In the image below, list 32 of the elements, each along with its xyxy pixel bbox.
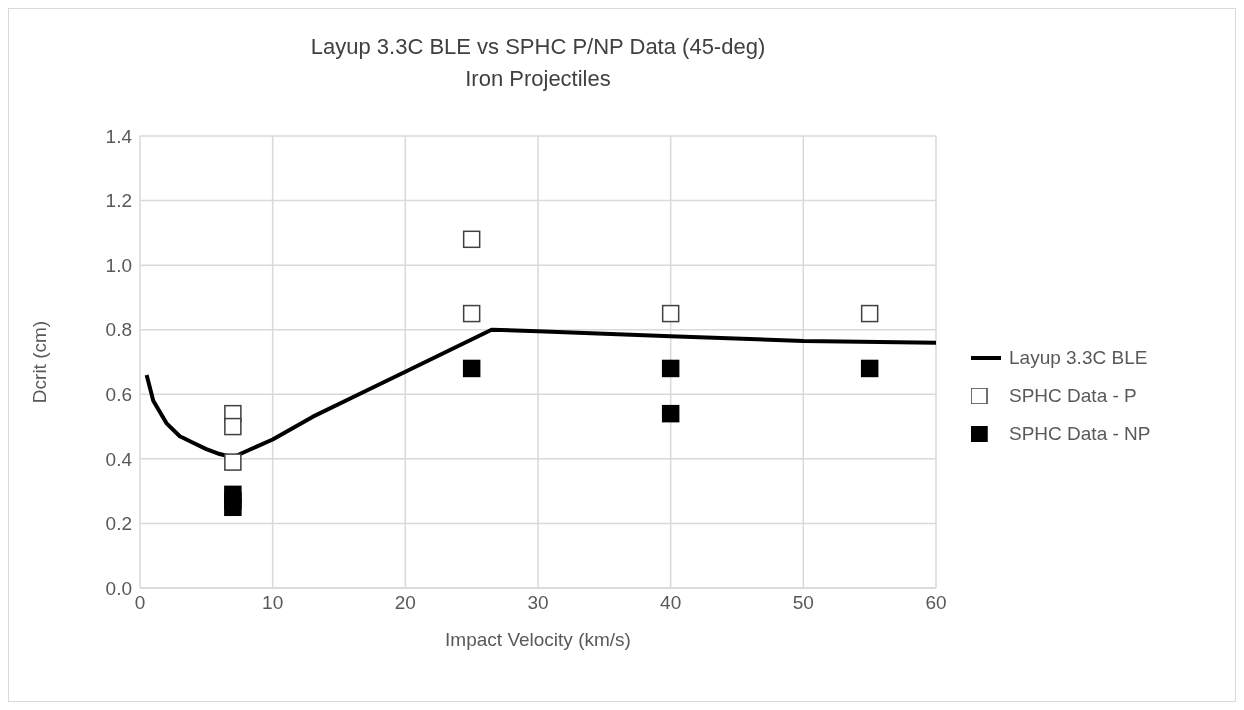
- point: [462, 230, 481, 249]
- x-tick-label: 40: [660, 592, 682, 614]
- legend-label: SPHC Data - NP: [1009, 423, 1151, 445]
- point: [860, 304, 879, 323]
- x-tick-label: 10: [262, 592, 284, 614]
- point: [462, 359, 481, 378]
- point: [661, 359, 680, 378]
- point: [462, 304, 481, 323]
- y-tick-label: 0.0: [105, 577, 132, 599]
- y-tick-label: 0.6: [105, 384, 132, 406]
- x-tick-label: 0: [134, 592, 146, 614]
- y-tick-label: 0.8: [105, 319, 132, 341]
- point: [661, 404, 680, 423]
- x-tick-label: 30: [527, 592, 549, 614]
- point: [224, 417, 242, 436]
- x-axis-title: Impact Velocity (km/s): [445, 629, 631, 650]
- x-tick-label: 20: [394, 592, 416, 614]
- point: [661, 304, 680, 323]
- y-tick-label: 1.0: [105, 254, 132, 276]
- x-tick-label: 50: [792, 592, 814, 614]
- point: [860, 359, 879, 378]
- y-tick-label: 1.4: [105, 125, 133, 147]
- chart-title: Layup 3.3C BLE vs SPHC P/NP Data (45-deg) Iron Projectiles: [309, 33, 767, 93]
- legend-label: Layup 3.3C BLE: [1009, 347, 1148, 369]
- legend-label: SPHC Data - P: [1009, 385, 1137, 407]
- y-axis-title: Dcrit (cm): [28, 320, 50, 404]
- y-tick-label: 1.2: [105, 190, 132, 212]
- x-tick-label: 60: [925, 592, 947, 614]
- point: [224, 453, 242, 471]
- y-tick-label: 0.2: [105, 513, 132, 535]
- y-tick-label: 0.4: [105, 448, 133, 470]
- point: [224, 498, 242, 517]
